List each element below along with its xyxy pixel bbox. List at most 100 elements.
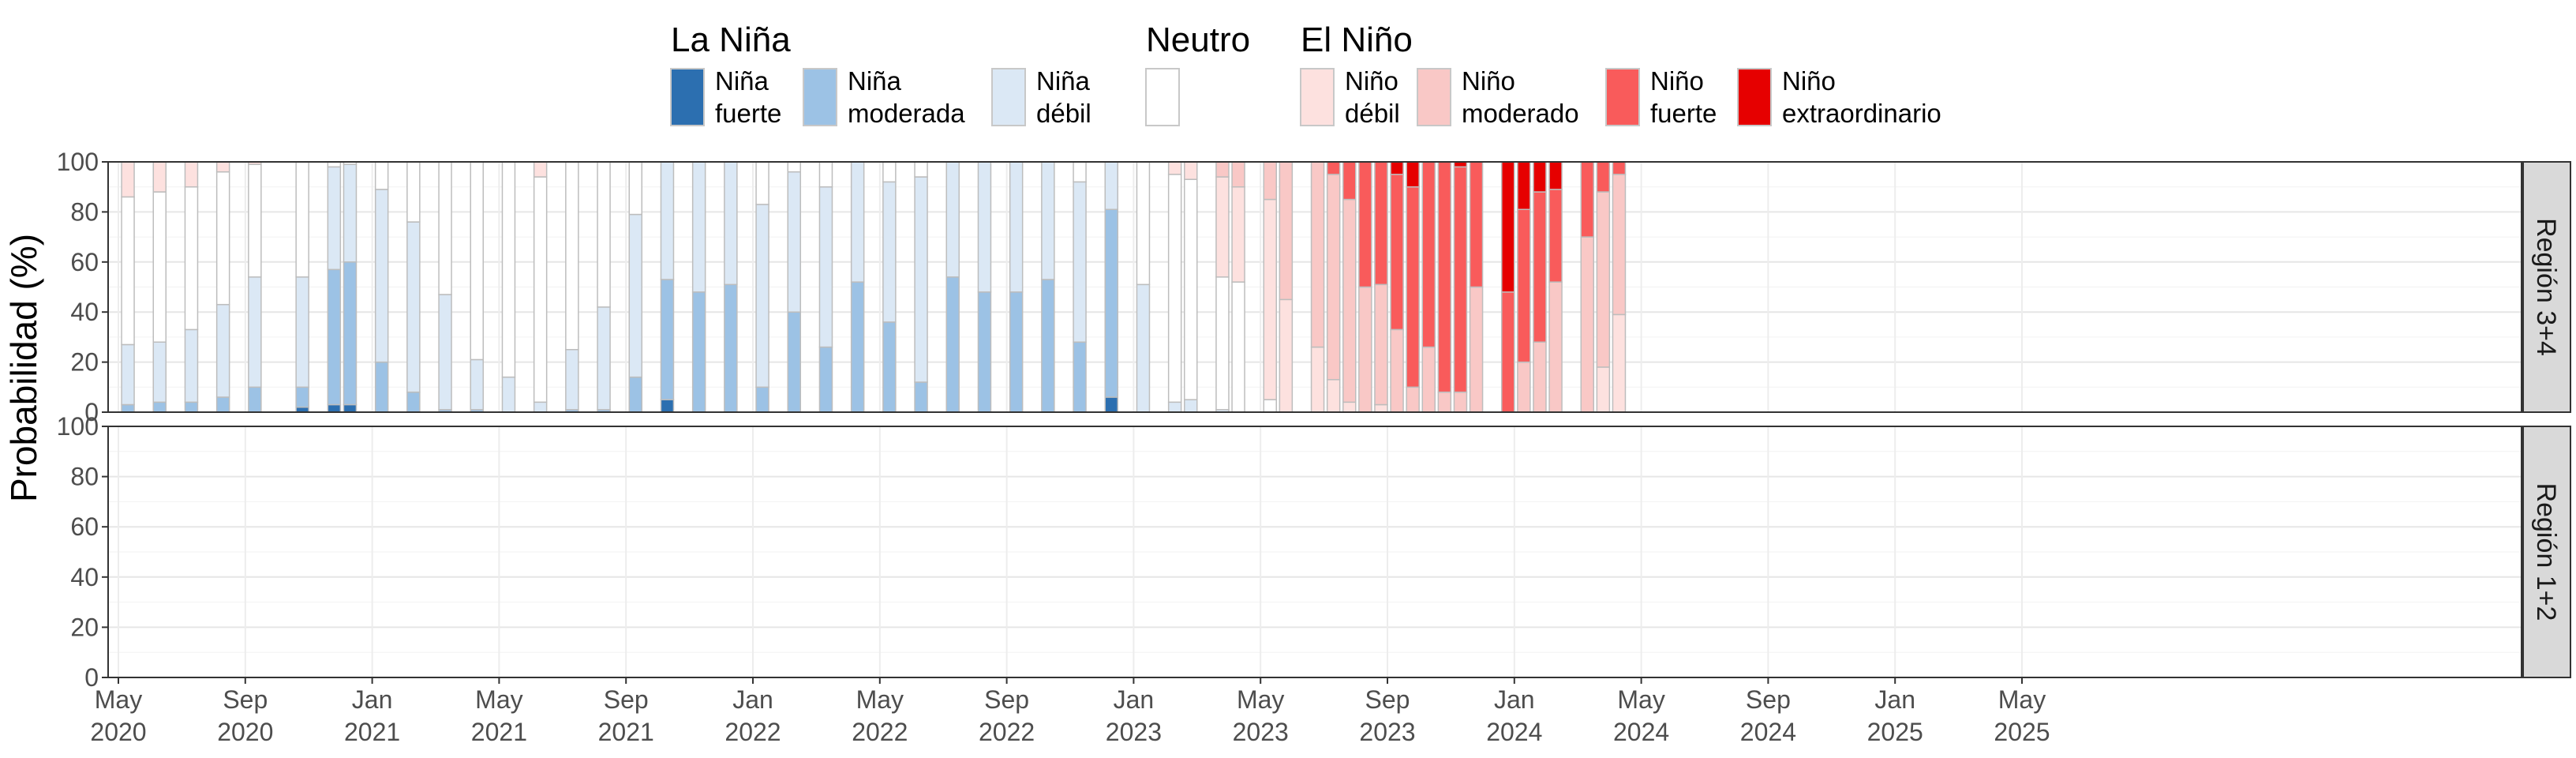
bar-segment-nina_moderada <box>184 401 199 413</box>
bar-segment-nina_debil <box>755 204 769 388</box>
legend-label-nino_fuerte: Niño <box>1650 66 1704 96</box>
bar-segment-nina_debil <box>374 189 389 363</box>
bar-segment-nina_moderada <box>406 391 421 413</box>
x-tick-label-month: May <box>1237 685 1284 714</box>
y-tick-label: 20 <box>70 613 99 641</box>
bar-segment-neutro <box>121 196 135 346</box>
bar-segment-nino_debil <box>1167 161 1182 175</box>
bar-segment-neutro <box>374 161 389 190</box>
bar-segment-nino_debil <box>533 161 548 178</box>
x-tick-label-month: Sep <box>604 685 649 714</box>
bar-segment-nino_debil <box>152 161 167 193</box>
facet-label: Región 1+2 <box>2531 483 2561 621</box>
bar-segment-nino_fuerte <box>1517 208 1531 363</box>
x-tick-label-month: Sep <box>1746 685 1791 714</box>
bar-segment-neutro <box>755 161 769 205</box>
panel-border <box>107 426 2522 678</box>
x-tick-label-year: 2022 <box>979 718 1035 746</box>
bar-segment-nina_moderada <box>882 321 897 413</box>
bar-segment-nina_moderada <box>850 281 865 413</box>
bar-segment-nina_debil <box>121 343 135 406</box>
bar-segment-nino_extraordinario <box>1501 161 1515 293</box>
bar-segment-nina_debil <box>597 306 611 411</box>
bar-segment-nina_moderada <box>724 283 738 413</box>
legend-key-nina_moderada <box>803 68 837 126</box>
bar-segment-nino_fuerte <box>1326 161 1341 175</box>
x-tick-label-year: 2020 <box>217 718 273 746</box>
bar-segment-nina_moderada <box>1104 208 1119 398</box>
bar-segment-nina_debil <box>787 171 802 313</box>
x-tick-label-year: 2021 <box>598 718 654 746</box>
bar-segment-nino_fuerte <box>1374 161 1388 286</box>
bar-segment-nina_debil <box>850 161 865 283</box>
bar-segment-nina_debil <box>1009 161 1024 293</box>
bar-segment-nina_fuerte <box>1104 396 1119 413</box>
bar-segment-nina_moderada <box>1073 341 1087 413</box>
legend-label-nina_fuerte: Niña <box>715 66 769 96</box>
bar-segment-nina_debil <box>1184 399 1198 413</box>
bar-segment-nino_debil <box>1310 346 1325 413</box>
bar-segment-nino_moderado <box>1263 161 1278 201</box>
bar-segment-neutro <box>1073 161 1087 183</box>
x-tick-label-year: 2020 <box>90 718 146 746</box>
bar-segment-nino_fuerte <box>1580 161 1595 238</box>
panel-border <box>107 161 2522 413</box>
bar-segment-neutro <box>1263 399 1278 413</box>
bar-segment-nina_debil <box>501 376 516 413</box>
bar-segment-nina_debil <box>1041 161 1055 280</box>
bar-segment-nina_debil <box>882 181 897 323</box>
y-tick-label: 80 <box>70 463 99 491</box>
bar-segment-nino_moderado <box>1596 191 1611 368</box>
bar-segment-nino_fuerte <box>1533 191 1547 343</box>
bar-segment-nino_moderado <box>1469 286 1484 413</box>
bar-segment-nino_extraordinario <box>1406 161 1420 188</box>
bar-segment-nina_debil <box>565 349 579 411</box>
x-tick-label-year: 2024 <box>1613 718 1669 746</box>
bar-segment-nina_debil <box>691 161 706 293</box>
legend-label2-nino_moderado: moderado <box>1462 99 1579 128</box>
bar-segment-neutro <box>248 163 262 278</box>
x-tick-label-year: 2025 <box>1994 718 2050 746</box>
bar-segment-nina_debil <box>724 161 738 286</box>
bar-segment-nina_moderada <box>818 346 833 413</box>
bar-segment-neutro <box>438 161 452 295</box>
bar-segment-nino_moderado <box>1406 386 1420 413</box>
bar-segment-nina_fuerte <box>327 403 342 413</box>
legend-title-1: Neutro <box>1146 21 1250 59</box>
y-tick-label: 100 <box>57 148 99 176</box>
bar-segment-nino_debil <box>1374 403 1388 413</box>
facet-label: Región 3+4 <box>2531 218 2561 356</box>
bar-segment-neutro <box>1215 276 1230 411</box>
x-tick-label-month: May <box>1998 685 2046 714</box>
bar-segment-nino_debil <box>121 161 135 198</box>
panel-0: Región 3+4 <box>107 161 2571 413</box>
x-tick-label-month: Jan <box>352 685 393 714</box>
bar-segment-nino_moderado <box>1279 161 1294 301</box>
legend: La Niña Niña fuerte Niña moderada Niña débil Ne… <box>670 21 1941 128</box>
bar-segment-nino_moderado <box>1310 161 1325 348</box>
x-tick-label-month: Jan <box>1874 685 1915 714</box>
bar-segment-nino_debil <box>215 161 230 173</box>
bar-segment-nino_moderado <box>1580 236 1595 413</box>
bar-segment-neutro <box>406 161 421 223</box>
legend-label2-nino_debil: débil <box>1345 99 1400 128</box>
bar-segment-nina_moderada <box>1009 291 1024 413</box>
bar-segment-nino_fuerte <box>1437 161 1452 393</box>
y-tick-label: 100 <box>57 412 99 441</box>
bar-segment-nina_debil <box>1136 283 1151 413</box>
bar-segment-nina_moderada <box>1041 279 1055 413</box>
bar-segment-nina_debil <box>1104 161 1119 210</box>
legend-label-nina_debil: Niña <box>1036 66 1091 96</box>
bar-segment-nina_debil <box>660 161 675 280</box>
bar-segment-nino_fuerte <box>1469 161 1484 288</box>
bar-segment-nino_fuerte <box>1421 161 1436 348</box>
bar-segment-nina_debil <box>438 294 452 411</box>
bar-segment-nina_debil <box>818 186 833 348</box>
bar-segment-nina_debil <box>295 276 309 388</box>
bar-segment-nina_debil <box>184 328 199 403</box>
bar-segment-nino_debil <box>1279 298 1294 413</box>
bar-segment-neutro <box>597 161 611 308</box>
bar-segment-neutro <box>818 161 833 188</box>
bar-segment-nino_debil <box>1596 366 1611 413</box>
bar-segment-nino_debil <box>184 161 199 188</box>
